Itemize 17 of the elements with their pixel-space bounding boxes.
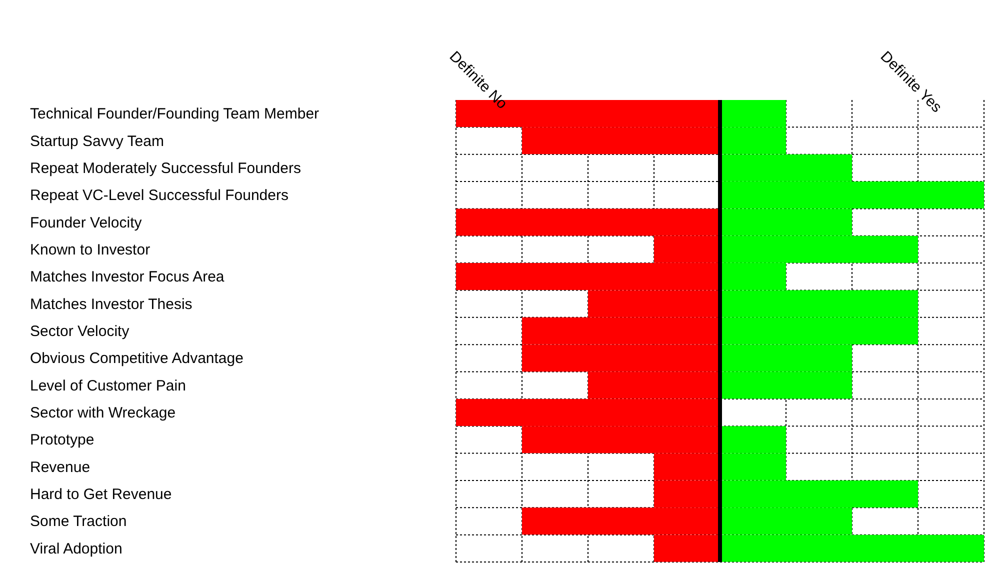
y-tick-label: Some Traction (30, 513, 127, 530)
y-tick-label: Repeat VC-Level Successful Founders (30, 187, 288, 204)
y-tick-label: Matches Investor Focus Area (30, 268, 225, 286)
y-tick-label: Technical Founder/Founding Team Member (30, 106, 320, 123)
y-tick-label: Hard to Get Revenue (30, 486, 172, 504)
y-tick-label: Revenue (30, 458, 90, 476)
y-tick-label: Matches Investor Thesis (30, 296, 192, 313)
y-tick-label: Startup Savvy Team (30, 132, 164, 150)
y-tick-label: Repeat Moderately Successful Founders (30, 160, 301, 177)
y-tick-label: Level of Customer Pain (30, 377, 186, 394)
y-tick-label: Known to Investor (30, 241, 150, 258)
y-tick-label: Obvious Competitive Advantage (30, 350, 244, 368)
y-tick-label: Sector with Wreckage (30, 404, 176, 422)
y-tick-label: Founder Velocity (30, 214, 142, 232)
y-tick-label: Prototype (30, 432, 94, 449)
y-tick-label: Viral Adoption (30, 540, 122, 558)
y-tick-label: Sector Velocity (30, 323, 130, 340)
